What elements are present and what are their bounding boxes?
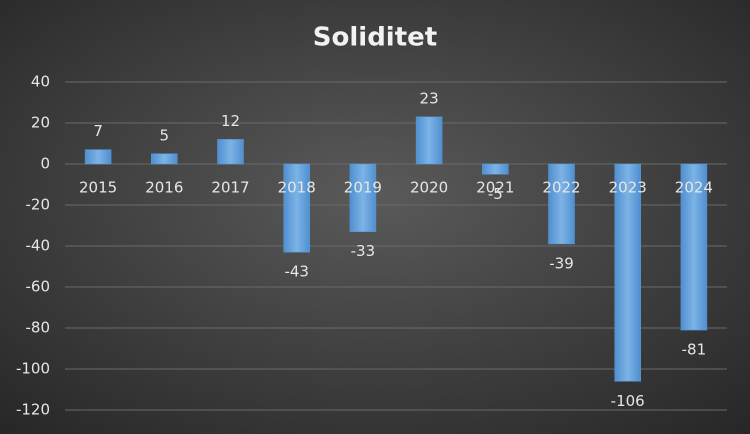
y-tick-label: -120 [16,401,50,419]
y-tick-label: -40 [26,237,51,255]
bar [614,163,641,382]
bar [151,153,178,165]
x-tick-label: 2022 [542,179,580,197]
data-label: -106 [611,392,645,410]
bar [349,163,377,232]
data-label: 12 [221,112,240,130]
x-tick-label: 2019 [344,179,382,197]
data-label: -39 [549,254,574,272]
bar [84,149,112,165]
bar [482,163,509,175]
y-tick-label: -20 [26,196,51,214]
x-tick-label: 2023 [609,179,647,197]
bar [415,116,443,165]
x-tick-label: 2017 [211,179,249,197]
data-label: 7 [93,122,103,140]
x-tick-label: 2020 [410,179,448,197]
y-tick-label: 40 [31,73,50,91]
y-tick-label: -100 [16,360,50,378]
data-label: -81 [682,341,707,359]
x-tick-label: 2024 [675,179,713,197]
x-tick-label: 2015 [79,179,117,197]
data-label: -5 [488,185,503,203]
chart-title: Soliditet [313,23,437,53]
bar [680,163,708,331]
y-tick-label: -80 [26,319,51,337]
data-label: -33 [351,242,376,260]
y-tick-label: 0 [40,155,50,173]
x-tick-label: 2016 [145,179,183,197]
data-label: 23 [420,89,439,107]
y-tick-label: -60 [26,278,51,296]
bar [283,163,310,253]
x-tick-label: 2018 [278,179,316,197]
bar [548,163,575,245]
data-label: 5 [160,126,170,144]
x-tick-label: 2021 [476,179,514,197]
y-tick-label: 20 [31,114,50,132]
data-label: -43 [284,263,309,281]
bar [217,139,244,165]
